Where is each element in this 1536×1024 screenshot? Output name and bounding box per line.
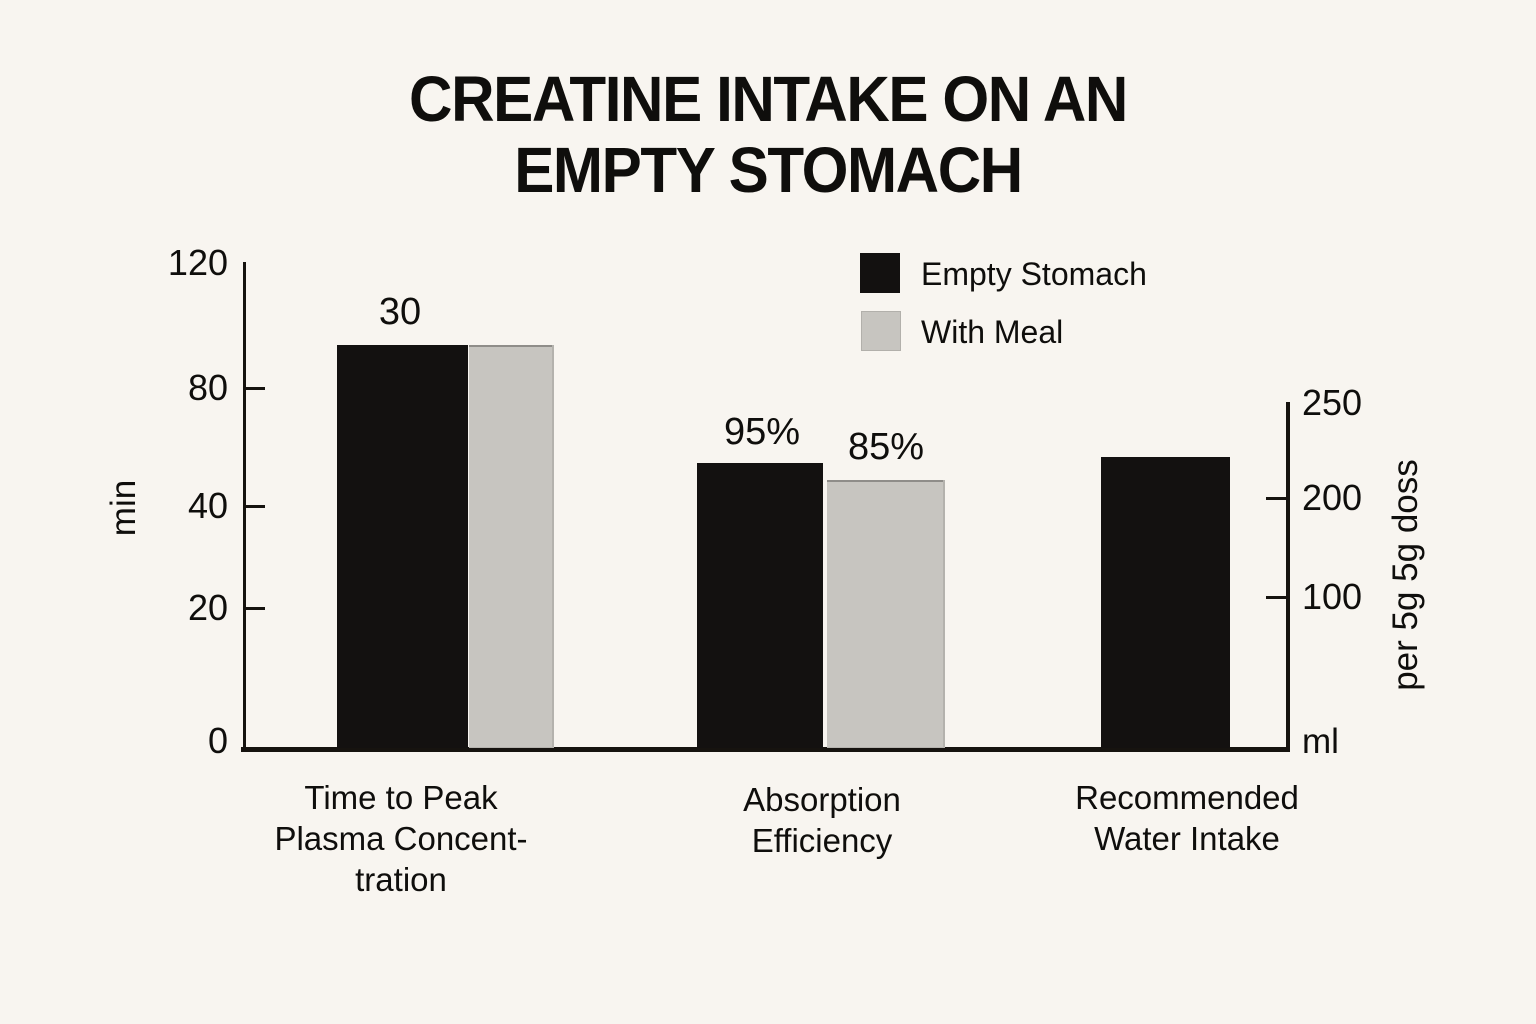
x-axis-line xyxy=(241,747,1290,752)
legend-swatch-with-meal xyxy=(861,311,901,351)
right-axis-tick-200 xyxy=(1266,497,1286,500)
category-label-water-intake: Recommended Water Intake xyxy=(1075,779,1299,857)
value-label-time-to-peak: 30 xyxy=(378,291,422,333)
left-axis-tick-20 xyxy=(243,607,265,610)
bar-with-meal-absorption xyxy=(827,480,945,748)
category-label-time-to-peak: Time to Peak Plasma Concent- tration xyxy=(274,779,528,898)
left-axis-tick-label-40: 40 xyxy=(187,485,228,526)
left-axis-tick-label-0: 0 xyxy=(207,720,228,761)
left-axis-tick-label-80: 80 xyxy=(187,367,228,408)
left-axis-unit-label: min xyxy=(104,479,143,537)
category-label-absorption: Absorption Efficiency xyxy=(743,781,901,859)
value-label-absorption-meal: 85% xyxy=(847,426,925,468)
left-axis-tick-40 xyxy=(243,505,265,508)
bar-with-meal-time-to-peak xyxy=(469,345,554,748)
left-axis-tick-label-120: 120 xyxy=(167,242,228,283)
legend-swatch-empty-stomach xyxy=(860,253,900,293)
chart-title: CREATINE INTAKE ON AN EMPTY STOMACH xyxy=(46,64,1490,206)
bar-empty-stomach-absorption xyxy=(697,463,823,748)
legend-label-with-meal: With Meal xyxy=(921,314,1064,350)
value-label-absorption-empty: 95% xyxy=(723,411,801,453)
bar-empty-stomach-water-intake xyxy=(1101,457,1230,748)
right-axis-unit-ml-label: ml xyxy=(1302,722,1339,761)
right-y-axis-line xyxy=(1286,402,1290,752)
right-axis-tick-label-200: 200 xyxy=(1302,477,1363,518)
right-axis-tick-100 xyxy=(1266,596,1286,599)
chart-title-line-1: CREATINE INTAKE ON AN xyxy=(409,63,1128,135)
right-axis-tick-label-100: 100 xyxy=(1302,576,1363,617)
bar-empty-stomach-time-to-peak xyxy=(337,345,468,748)
left-axis-tick-label-20: 20 xyxy=(187,587,228,628)
right-axis-tick-label-250: 250 xyxy=(1302,382,1363,423)
chart-title-line-2: EMPTY STOMACH xyxy=(514,134,1023,206)
right-axis-unit-rotated-label: per 5g 5g doss xyxy=(1386,459,1425,691)
legend-label-empty-stomach: Empty Stomach xyxy=(921,256,1147,292)
left-axis-tick-80 xyxy=(243,387,265,390)
